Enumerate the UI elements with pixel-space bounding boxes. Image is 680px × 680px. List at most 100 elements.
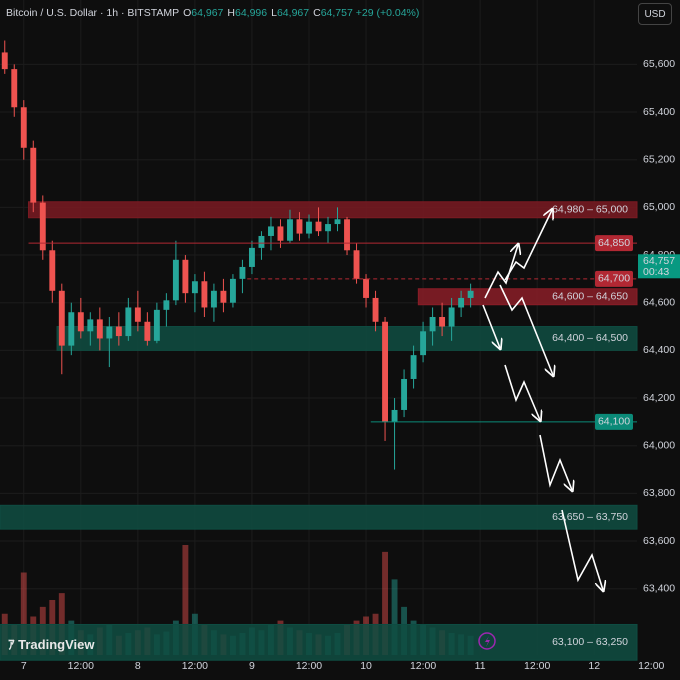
candle-body	[382, 321, 388, 422]
candle-body	[315, 221, 322, 232]
level-tag	[595, 270, 633, 287]
x-tick-label: 8	[135, 660, 141, 672]
candle-body	[210, 290, 217, 308]
candle-body	[467, 290, 474, 298]
ohlc-key: C	[313, 7, 321, 19]
candle-body	[258, 235, 265, 248]
candle-body	[439, 317, 446, 327]
zone-label: 64,600 – 64,650	[552, 291, 628, 303]
candle-body	[344, 219, 350, 251]
alert-icon[interactable]	[478, 632, 496, 650]
candle-body	[20, 107, 27, 148]
y-tick-label: 65,400	[643, 106, 675, 118]
annotation-arrows	[482, 210, 603, 590]
candle-body	[182, 259, 189, 294]
candle-body	[296, 219, 303, 234]
x-tick-label: 9	[249, 660, 255, 672]
volume-bar	[382, 551, 388, 655]
x-tick-label: 7	[21, 660, 27, 672]
candle-body	[334, 219, 341, 225]
candle-body	[134, 307, 141, 322]
candle-body	[277, 226, 284, 241]
candle-body	[153, 309, 160, 341]
logo-text: TradingView	[18, 637, 95, 652]
x-tick-label: 12:00	[410, 660, 436, 672]
candle-body	[268, 226, 274, 236]
y-tick-label: 63,800	[643, 487, 675, 499]
x-tick-label: 12:00	[68, 660, 94, 672]
candle-body	[58, 290, 65, 346]
candle-body	[11, 69, 18, 108]
ohlc-key: O	[183, 7, 192, 19]
price-tag-countdown: 00:43	[643, 266, 669, 278]
candle-body	[220, 290, 227, 303]
header: Bitcoin / U.S. Dollar · 1h · BITSTAMP O64…	[6, 7, 419, 19]
ohlc-key: H	[227, 7, 235, 19]
price-tag-label: 64,757	[643, 255, 675, 267]
candle-body	[239, 266, 246, 279]
candle-body	[49, 250, 56, 291]
candle-body	[201, 281, 208, 308]
candle-body	[30, 147, 37, 203]
candle-body	[458, 297, 465, 308]
y-tick-label: 64,000	[643, 439, 675, 451]
currency-button[interactable]: USD	[638, 3, 672, 25]
ohlc-value: 64,996	[235, 7, 268, 19]
candle-body	[306, 221, 312, 234]
candle-body	[229, 278, 236, 303]
candle-body	[144, 321, 151, 341]
candle-body	[401, 378, 408, 410]
zone	[56, 326, 638, 351]
candle-body	[1, 52, 8, 70]
ohlc-value: 64,967	[191, 7, 224, 19]
zone-label: 63,650 – 63,750	[552, 511, 628, 523]
candle-body	[287, 219, 293, 241]
change: +29 (+0.04%)	[355, 7, 420, 19]
arrow	[504, 364, 540, 420]
candle-body	[372, 297, 379, 322]
zone-label: 63,100 – 63,250	[552, 636, 628, 648]
y-tick-label: 63,600	[643, 535, 675, 547]
level-label: 64,100	[598, 416, 630, 428]
x-tick-label: 10	[360, 660, 372, 672]
zone	[0, 623, 638, 661]
x-tick-label: 11	[475, 660, 486, 672]
logo: ｱ TradingView	[8, 634, 94, 653]
candle-body	[249, 247, 255, 267]
logo-mark: ｱ	[8, 637, 19, 652]
volume-bar	[182, 545, 189, 655]
candle-body	[363, 278, 369, 298]
candle-body	[77, 312, 84, 332]
price-tag	[638, 254, 680, 279]
candle-body	[172, 259, 179, 301]
arrow	[539, 434, 572, 490]
zone	[28, 201, 638, 219]
candle-body	[106, 326, 113, 339]
candle-body	[391, 409, 398, 422]
candle-body	[448, 307, 455, 327]
y-tick-label: 64,400	[643, 344, 675, 356]
y-tick-label: 65,200	[643, 153, 675, 165]
arrow	[561, 509, 603, 590]
candle-body	[410, 355, 417, 379]
candle-body	[87, 319, 94, 332]
candle-body	[353, 250, 360, 279]
y-tick-label: 65,600	[643, 58, 675, 70]
candle-body	[163, 300, 170, 310]
alert-bolt	[485, 636, 490, 647]
volume-bar	[391, 579, 398, 655]
volume-bar	[20, 572, 27, 655]
y-tick-label: 63,400	[643, 583, 675, 595]
y-tick-label: 64,600	[643, 296, 675, 308]
x-tick-label: 12:00	[296, 660, 322, 672]
level-label: 64,850	[598, 237, 630, 249]
x-tick-label: 12	[588, 660, 600, 672]
x-tick-label: 12:00	[182, 660, 208, 672]
ohlc-key: L	[271, 7, 277, 19]
symbol-title: Bitcoin / U.S. Dollar · 1h · BITSTAMP	[6, 7, 180, 19]
ohlc-value: 64,757	[320, 7, 353, 19]
x-tick-label: 12:00	[638, 660, 664, 672]
candle-body	[96, 319, 103, 339]
candle-body	[420, 331, 427, 356]
